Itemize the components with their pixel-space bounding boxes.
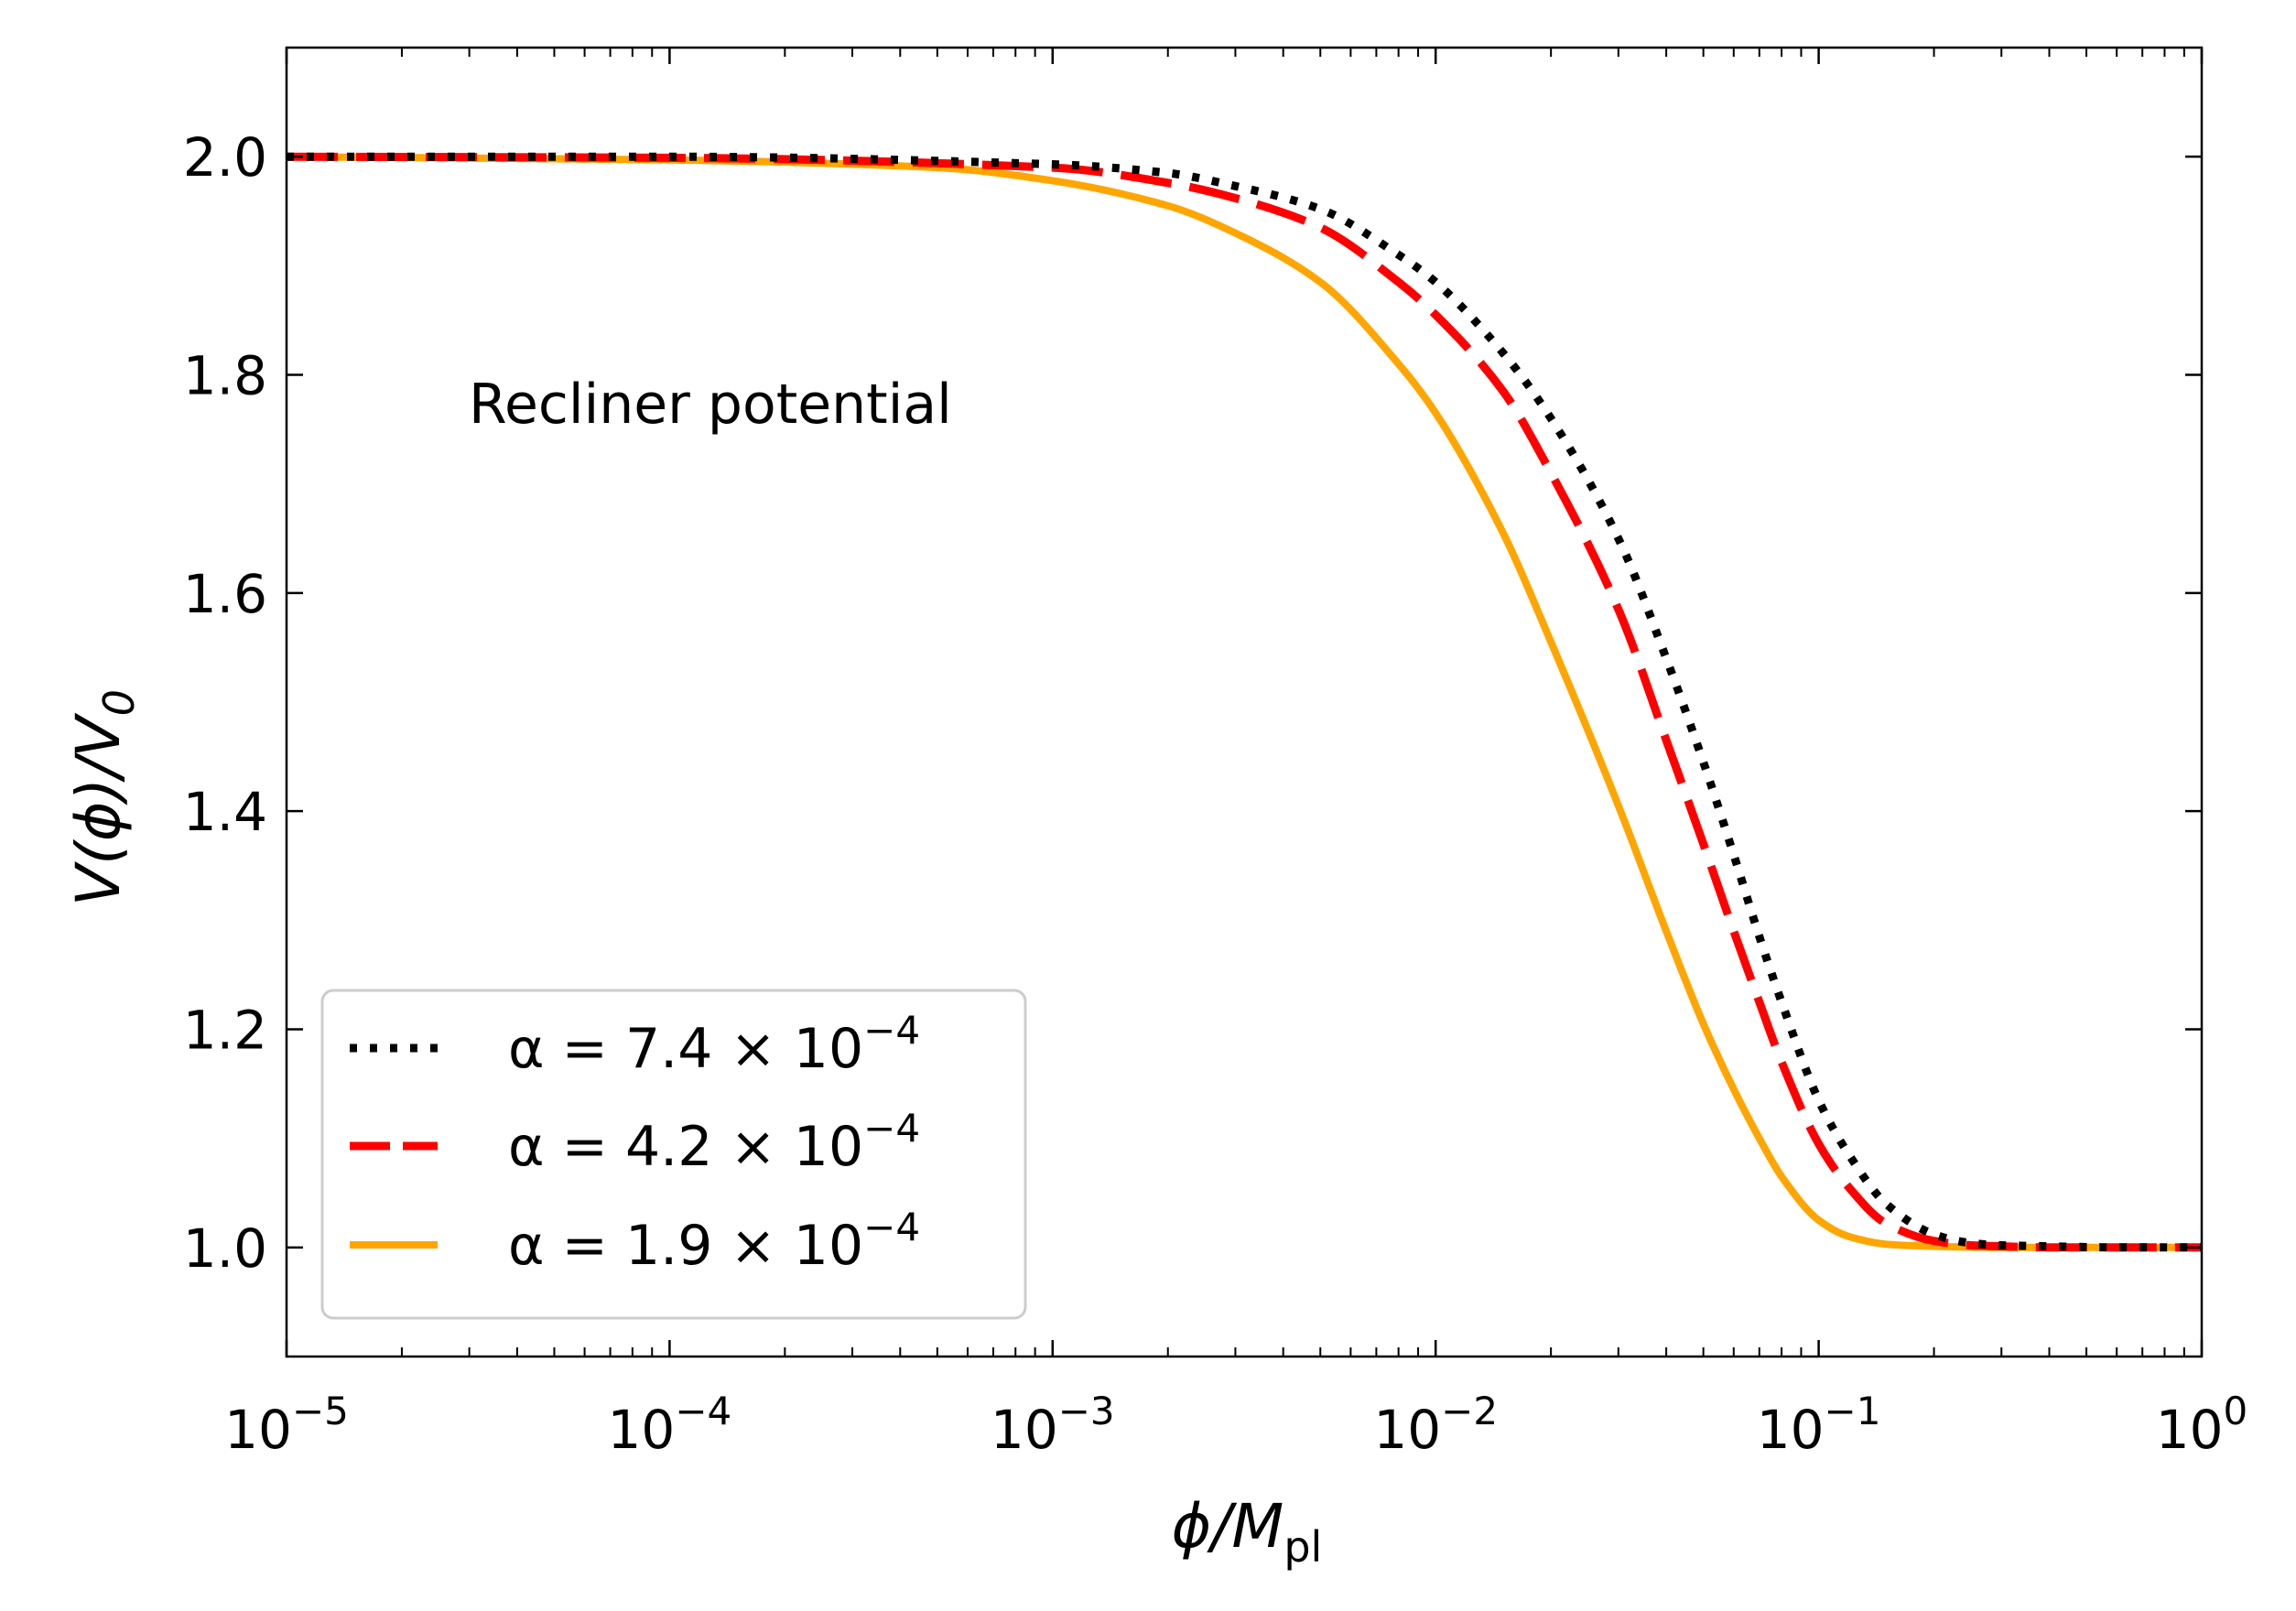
x-axis-label: ϕ/Mpl [1172, 1491, 1323, 1572]
x-tick-label: 10−5 [224, 1389, 349, 1461]
x-tick-label: 10−2 [1373, 1389, 1498, 1461]
legend-frame [320, 989, 1027, 1320]
legend: α = 7.4 × 10−4 α = 4.2 × 10−4 α = 1.9 × 10… [320, 989, 1027, 1320]
series-line-3 [286, 153, 2202, 1251]
x-tick-label: 10−4 [608, 1389, 732, 1461]
y-tick-label: 1.0 [183, 1217, 267, 1280]
y-axis-label: V(ϕ)/V0 [63, 689, 144, 906]
legend-label-1: α = 7.4 × 10−4 [508, 1008, 920, 1081]
plot-frame [285, 46, 2204, 1358]
y-tick-label: 1.8 [183, 345, 267, 407]
series-line-2 [286, 152, 2202, 1252]
y-tick-label: 1.2 [183, 1000, 267, 1062]
x-tick-label: 100 [2156, 1389, 2248, 1461]
legend-entries: α = 7.4 × 10−4 α = 4.2 × 10−4 α = 1.9 × 10… [350, 1008, 920, 1278]
legend-label-2: α = 4.2 × 10−4 [508, 1106, 920, 1179]
y-tick-label: 2.0 [183, 126, 267, 189]
x-tick-label: 10−3 [991, 1389, 1115, 1461]
x-tick-label: 10−1 [1757, 1389, 1881, 1461]
curves [286, 152, 2202, 1252]
annotation-text: Recliner potential [469, 373, 952, 437]
y-tick-label: 1.6 [183, 563, 267, 625]
legend-label-3: α = 1.9 × 10−4 [508, 1205, 920, 1278]
y-tick-label: 1.4 [183, 781, 267, 843]
tick-labels: 10−5 10−4 10−3 10−2 10−1 100 1.0 1.2 1.4 1.6 1.8 2.… [183, 126, 2248, 1461]
